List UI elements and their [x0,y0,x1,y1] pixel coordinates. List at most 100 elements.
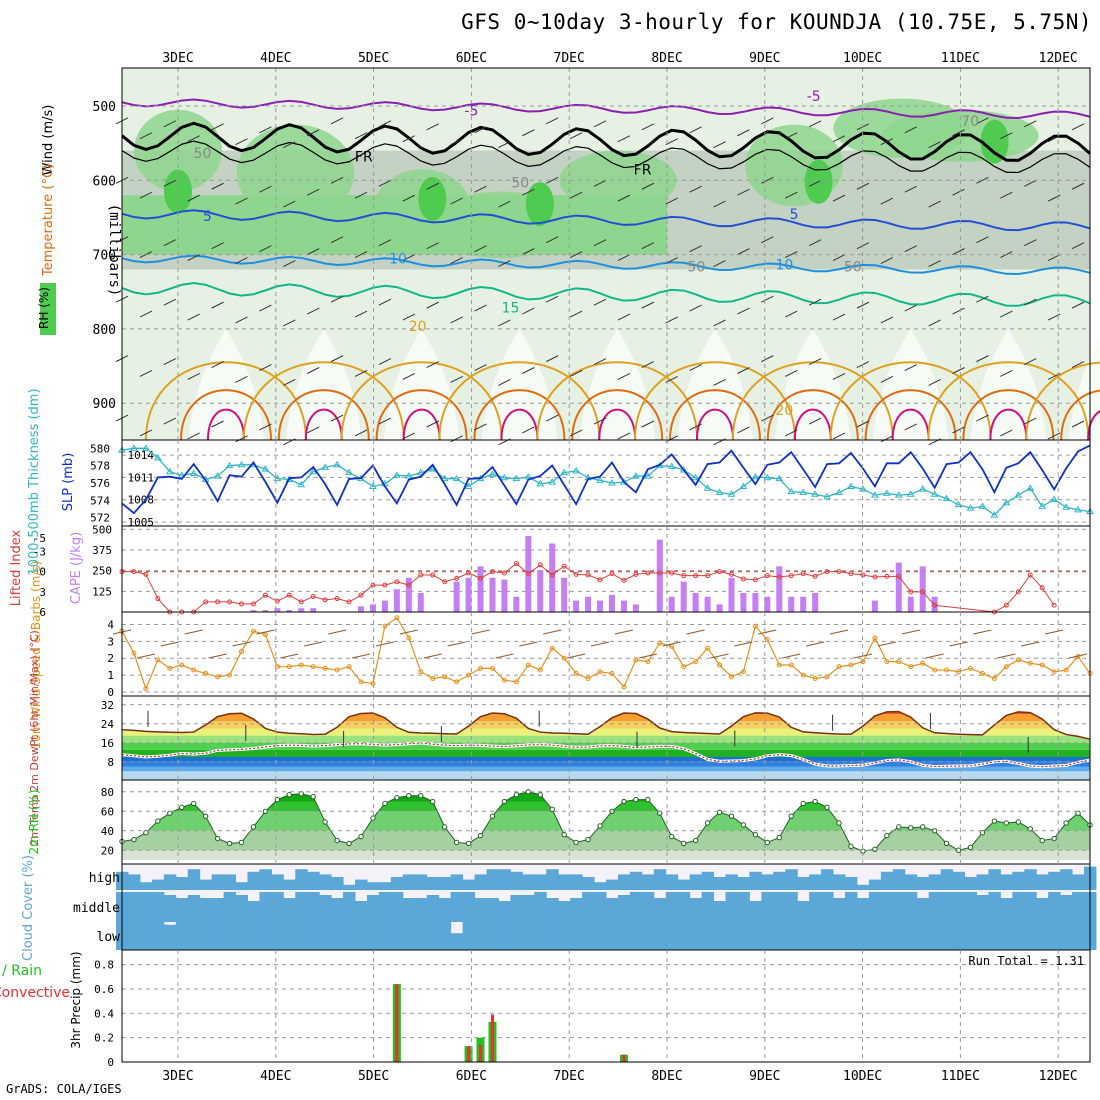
precip-convective-bar [395,984,399,1062]
wind-barb [880,138,894,146]
wind-speed-marker [717,662,723,668]
lifted-index-marker [776,574,782,580]
cloud-bar-middle [522,895,535,922]
wind-barb [761,295,774,303]
rh2m-tick-label: 60 [101,805,114,818]
lifted-index-marker [442,579,448,585]
cloud-bar-high [1000,874,1013,890]
dry-plume [285,328,362,440]
lifted-index-marker [657,570,663,576]
cloud-bar-low [1012,922,1025,950]
wind-barb [1024,298,1037,306]
lifted-index-marker [609,571,615,577]
y-tick-label: 900 [93,397,116,412]
cloud-bar-high [892,869,906,890]
cloud-bar-middle [892,892,906,922]
wind-barb [832,313,846,321]
cloud-bar-low [976,922,989,950]
wind-barb [689,364,702,371]
surface-wind-barb [829,629,849,635]
cape-bar [381,600,388,612]
cloud-bar-high [653,869,667,890]
thickness-marker [727,490,736,497]
lifted-index-marker [740,576,746,582]
precip-tick-label: 0.2 [94,1032,114,1045]
surface-wind-barb [471,629,490,635]
wind-barb [522,426,535,434]
cloud-bar-high [522,874,535,890]
cloud-bar-middle [617,895,631,922]
wind-speed-marker [227,672,233,678]
cloud-bar-middle [247,901,260,922]
wind-barb [713,378,726,386]
wind-barb [211,123,224,131]
rh-marker [597,823,603,829]
isotherm-20-loop [829,361,992,441]
rh-marker [143,830,149,836]
cloud-bar-high [331,877,344,890]
cape-bar [286,610,293,612]
cloud-bar-low [701,922,715,950]
surface-wind-barb [710,653,729,659]
cloud-bar-middle [163,895,177,922]
wind-barb [1000,251,1013,259]
lifted-index-marker [394,579,400,585]
isotherm-25-loop [864,389,957,441]
wind-barb [235,435,248,443]
cloud-bar-middle [546,898,559,922]
cloud-bar-middle [964,892,977,922]
t2-tick-label: 8 [107,756,114,769]
rh-marker [501,798,508,805]
wind-barb [235,316,248,324]
rh-marker [728,813,735,819]
t2-tick-label: 24 [101,718,115,731]
rh-band [122,811,1090,831]
day-label-bottom: 9DEC [749,1069,780,1084]
wind-barb [187,135,200,143]
wind-barb [402,135,416,143]
thickness-tick-label: 578 [90,460,110,473]
surface-wind-barb [1021,641,1040,647]
cape-bar [489,577,496,612]
legend-total-rain: Total / Rain [0,963,42,979]
day-label-bottom: 6DEC [456,1069,487,1084]
lifted-index-marker [1039,585,1045,591]
cloud-bar-low [390,922,404,950]
wind-speed-marker [920,660,926,666]
thickness-marker [321,463,330,470]
cloud-bar-low [797,922,810,950]
rh-marker [1015,819,1021,825]
rh-marker [633,796,639,803]
wind-barb [808,179,822,187]
cloud-bar-high [259,869,272,890]
rh-marker [370,815,376,821]
thickness-marker [966,504,975,511]
isotherm-25-loop [571,389,664,441]
rh-marker [585,836,591,843]
cloud-bar-low [892,922,906,950]
cloud-bar-high [139,882,153,890]
rh-marker [394,794,400,801]
rh-marker [896,824,902,830]
cloud-bar-low [498,922,511,950]
cloud-bar-high [151,879,165,890]
wind-barb [354,191,368,199]
cape-bar [585,596,592,612]
wind-speed-marker [573,670,579,676]
wind-speed-marker [752,623,758,629]
cape-bar [668,596,675,612]
chart-title: GFS 0~10day 3-hourly for KOUNDJA (10.75E… [461,10,1092,34]
cloud-bar-middle [833,898,846,922]
cape-bar [716,604,723,612]
wind-barb [1000,310,1013,318]
cloud-bar-middle [629,892,643,922]
wind-barb [474,364,487,371]
cloud-bar-high [175,877,189,890]
lifted-index-marker [466,570,472,576]
wind-barb [354,429,368,437]
cloud-bar-middle [438,898,452,922]
lifted-index-marker [597,577,603,583]
wind-barb [761,176,774,184]
cloud-bar-high [629,871,643,890]
wind-barb [426,123,439,131]
